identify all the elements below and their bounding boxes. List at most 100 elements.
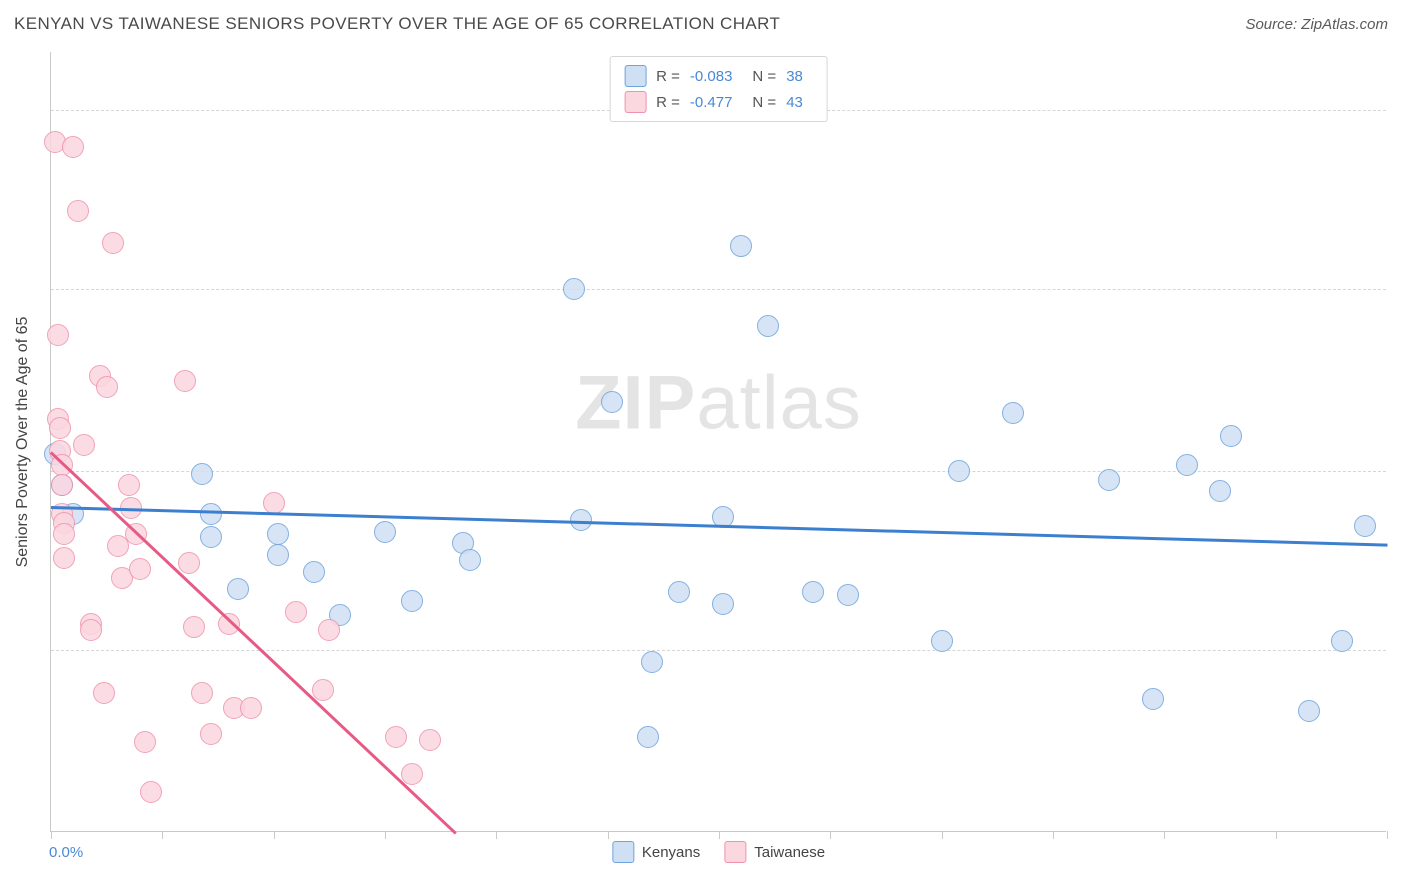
legend-label-taiwanese: Taiwanese bbox=[754, 844, 825, 861]
data-point bbox=[419, 729, 441, 751]
data-point bbox=[129, 558, 151, 580]
r-value-kenyans: -0.083 bbox=[690, 68, 733, 85]
legend-row-taiwanese: R = -0.477 N = 43 bbox=[624, 89, 813, 115]
data-point bbox=[200, 526, 222, 548]
data-point bbox=[263, 492, 285, 514]
x-tick bbox=[274, 831, 275, 839]
data-point bbox=[730, 235, 752, 257]
watermark-light: atlas bbox=[696, 360, 862, 445]
data-point bbox=[1220, 425, 1242, 447]
data-point bbox=[93, 682, 115, 704]
data-point bbox=[385, 726, 407, 748]
data-point bbox=[459, 549, 481, 571]
x-tick bbox=[1164, 831, 1165, 839]
data-point bbox=[1298, 700, 1320, 722]
data-point bbox=[668, 581, 690, 603]
gridline bbox=[51, 289, 1386, 290]
data-point bbox=[118, 474, 140, 496]
swatch-taiwanese bbox=[624, 91, 646, 113]
gridline bbox=[51, 650, 1386, 651]
legend-item-kenyans: Kenyans bbox=[612, 841, 700, 863]
x-tick bbox=[719, 831, 720, 839]
data-point bbox=[1209, 480, 1231, 502]
data-point bbox=[931, 630, 953, 652]
y-tick-label: 18.8% bbox=[1394, 298, 1406, 315]
data-point bbox=[712, 593, 734, 615]
data-point bbox=[285, 601, 307, 623]
data-point bbox=[837, 584, 859, 606]
data-point bbox=[374, 521, 396, 543]
x-tick bbox=[385, 831, 386, 839]
r-label: R = bbox=[656, 68, 680, 85]
data-point bbox=[200, 503, 222, 525]
data-point bbox=[1002, 402, 1024, 424]
chart-title: KENYAN VS TAIWANESE SENIORS POVERTY OVER… bbox=[14, 14, 780, 34]
y-tick-label: 12.5% bbox=[1394, 480, 1406, 497]
data-point bbox=[62, 136, 84, 158]
y-axis-label: Seniors Poverty Over the Age of 65 bbox=[14, 52, 44, 832]
data-point bbox=[601, 391, 623, 413]
legend-row-kenyans: R = -0.083 N = 38 bbox=[624, 63, 813, 89]
source-attribution: Source: ZipAtlas.com bbox=[1245, 16, 1388, 33]
data-point bbox=[563, 278, 585, 300]
n-label: N = bbox=[752, 94, 776, 111]
watermark-bold: ZIP bbox=[575, 360, 696, 445]
x-tick bbox=[608, 831, 609, 839]
data-point bbox=[51, 474, 73, 496]
data-point bbox=[240, 697, 262, 719]
y-tick-label: 6.3% bbox=[1394, 660, 1406, 677]
x-tick bbox=[942, 831, 943, 839]
data-point bbox=[47, 324, 69, 346]
data-point bbox=[80, 619, 102, 641]
swatch-kenyans bbox=[624, 65, 646, 87]
data-point bbox=[303, 561, 325, 583]
legend-item-taiwanese: Taiwanese bbox=[724, 841, 825, 863]
data-point bbox=[183, 616, 205, 638]
data-point bbox=[191, 463, 213, 485]
data-point bbox=[53, 547, 75, 569]
data-point bbox=[401, 590, 423, 612]
data-point bbox=[1176, 454, 1198, 476]
data-point bbox=[178, 552, 200, 574]
data-point bbox=[134, 731, 156, 753]
x-tick bbox=[1276, 831, 1277, 839]
data-point bbox=[140, 781, 162, 803]
data-point bbox=[267, 523, 289, 545]
data-point bbox=[318, 619, 340, 641]
scatter-plot: ZIPatlas R = -0.083 N = 38 R = -0.477 N … bbox=[50, 52, 1386, 832]
y-tick-label: 25.0% bbox=[1394, 119, 1406, 136]
data-point bbox=[948, 460, 970, 482]
series-legend: Kenyans Taiwanese bbox=[612, 841, 825, 863]
data-point bbox=[1142, 688, 1164, 710]
data-point bbox=[200, 723, 222, 745]
x-tick bbox=[496, 831, 497, 839]
n-value-taiwanese: 43 bbox=[786, 94, 803, 111]
x-tick bbox=[830, 831, 831, 839]
n-label: N = bbox=[752, 68, 776, 85]
data-point bbox=[757, 315, 779, 337]
swatch-kenyans bbox=[612, 841, 634, 863]
legend-label-kenyans: Kenyans bbox=[642, 844, 700, 861]
data-point bbox=[191, 682, 213, 704]
n-value-kenyans: 38 bbox=[786, 68, 803, 85]
data-point bbox=[1354, 515, 1376, 537]
data-point bbox=[218, 613, 240, 635]
x-tick bbox=[1387, 831, 1388, 839]
trendline bbox=[50, 451, 457, 834]
data-point bbox=[267, 544, 289, 566]
swatch-taiwanese bbox=[724, 841, 746, 863]
data-point bbox=[174, 370, 196, 392]
data-point bbox=[637, 726, 659, 748]
x-tick bbox=[51, 831, 52, 839]
data-point bbox=[73, 434, 95, 456]
x-tick bbox=[162, 831, 163, 839]
data-point bbox=[67, 200, 89, 222]
data-point bbox=[802, 581, 824, 603]
data-point bbox=[53, 523, 75, 545]
correlation-legend: R = -0.083 N = 38 R = -0.477 N = 43 bbox=[609, 56, 828, 122]
x-tick bbox=[1053, 831, 1054, 839]
data-point bbox=[102, 232, 124, 254]
data-point bbox=[1331, 630, 1353, 652]
data-point bbox=[96, 376, 118, 398]
r-value-taiwanese: -0.477 bbox=[690, 94, 733, 111]
